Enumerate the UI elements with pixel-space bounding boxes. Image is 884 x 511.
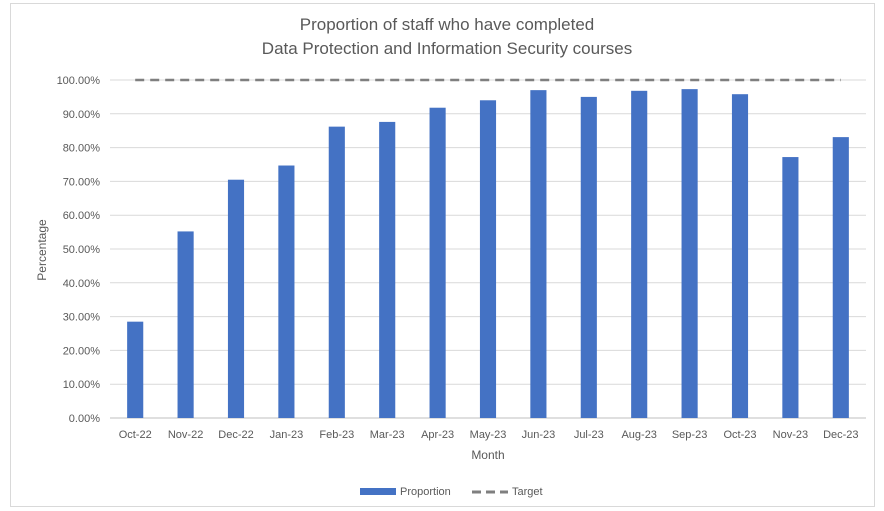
y-tick-label: 30.00%	[63, 312, 101, 324]
y-tick-label: 10.00%	[63, 379, 101, 391]
x-tick-label: Dec-22	[218, 429, 253, 441]
legend-swatch-proportion	[360, 488, 396, 495]
x-tick-label: Nov-22	[168, 429, 203, 441]
x-tick-label: Jul-23	[574, 429, 604, 441]
bar-dec-22	[227, 179, 245, 418]
bar-jun-23	[530, 90, 547, 418]
x-tick-label: Nov-23	[773, 429, 808, 441]
chart-title-line-2: Data Protection and Information Security…	[262, 39, 632, 58]
bar-apr-23	[429, 107, 446, 418]
y-axis-ticks: 0.00% 10.00% 20.00% 30.00% 40.00% 50.00% 60.00…	[57, 75, 101, 425]
x-tick-label: Feb-23	[319, 429, 354, 441]
x-tick-label: May-23	[470, 429, 507, 441]
x-tick-label: Oct-23	[723, 429, 756, 441]
bar-may-23	[479, 100, 497, 418]
bar-oct-23	[731, 94, 749, 419]
x-tick-label: Mar-23	[370, 429, 405, 441]
bar-sep-23	[681, 89, 698, 418]
x-axis-ticks: Oct-22 Nov-22 Dec-22 Jan-23 Feb-23 Mar-23 Apr-…	[119, 429, 859, 441]
bar-dec-23	[832, 137, 849, 418]
y-tick-label: 50.00%	[63, 244, 101, 256]
bar-nov-23	[782, 157, 799, 418]
bar-feb-23	[328, 126, 345, 419]
x-tick-label: Aug-23	[621, 429, 656, 441]
legend-label-target: Target	[512, 486, 543, 498]
x-tick-label: Jan-23	[270, 429, 304, 441]
y-tick-label: 40.00%	[63, 278, 101, 290]
bar-series-proportion	[127, 89, 849, 419]
y-tick-label: 100.00%	[57, 75, 101, 87]
legend-label-proportion: Proportion	[400, 486, 451, 498]
x-tick-label: Jun-23	[522, 429, 556, 441]
bar-jul-23	[580, 96, 597, 419]
y-axis-title: Percentage	[35, 219, 49, 281]
y-tick-label: 0.00%	[69, 413, 100, 425]
bar-mar-23	[379, 121, 396, 419]
bar-oct-22	[127, 321, 144, 418]
y-tick-label: 60.00%	[63, 210, 101, 222]
x-tick-label: Dec-23	[823, 429, 858, 441]
x-tick-label: Sep-23	[672, 429, 707, 441]
x-axis-title: Month	[471, 448, 504, 462]
chart-title-line-1: Proportion of staff who have completed	[300, 15, 595, 34]
bar-nov-22	[177, 231, 194, 418]
legend: Proportion Target	[360, 486, 543, 498]
y-tick-label: 90.00%	[63, 109, 101, 121]
bar-aug-23	[631, 90, 648, 418]
y-tick-label: 20.00%	[63, 345, 101, 357]
x-tick-label: Oct-22	[119, 429, 152, 441]
bar-jan-23	[278, 165, 295, 418]
y-tick-label: 70.00%	[63, 176, 101, 188]
y-tick-label: 80.00%	[63, 143, 101, 155]
x-tick-label: Apr-23	[421, 429, 454, 441]
